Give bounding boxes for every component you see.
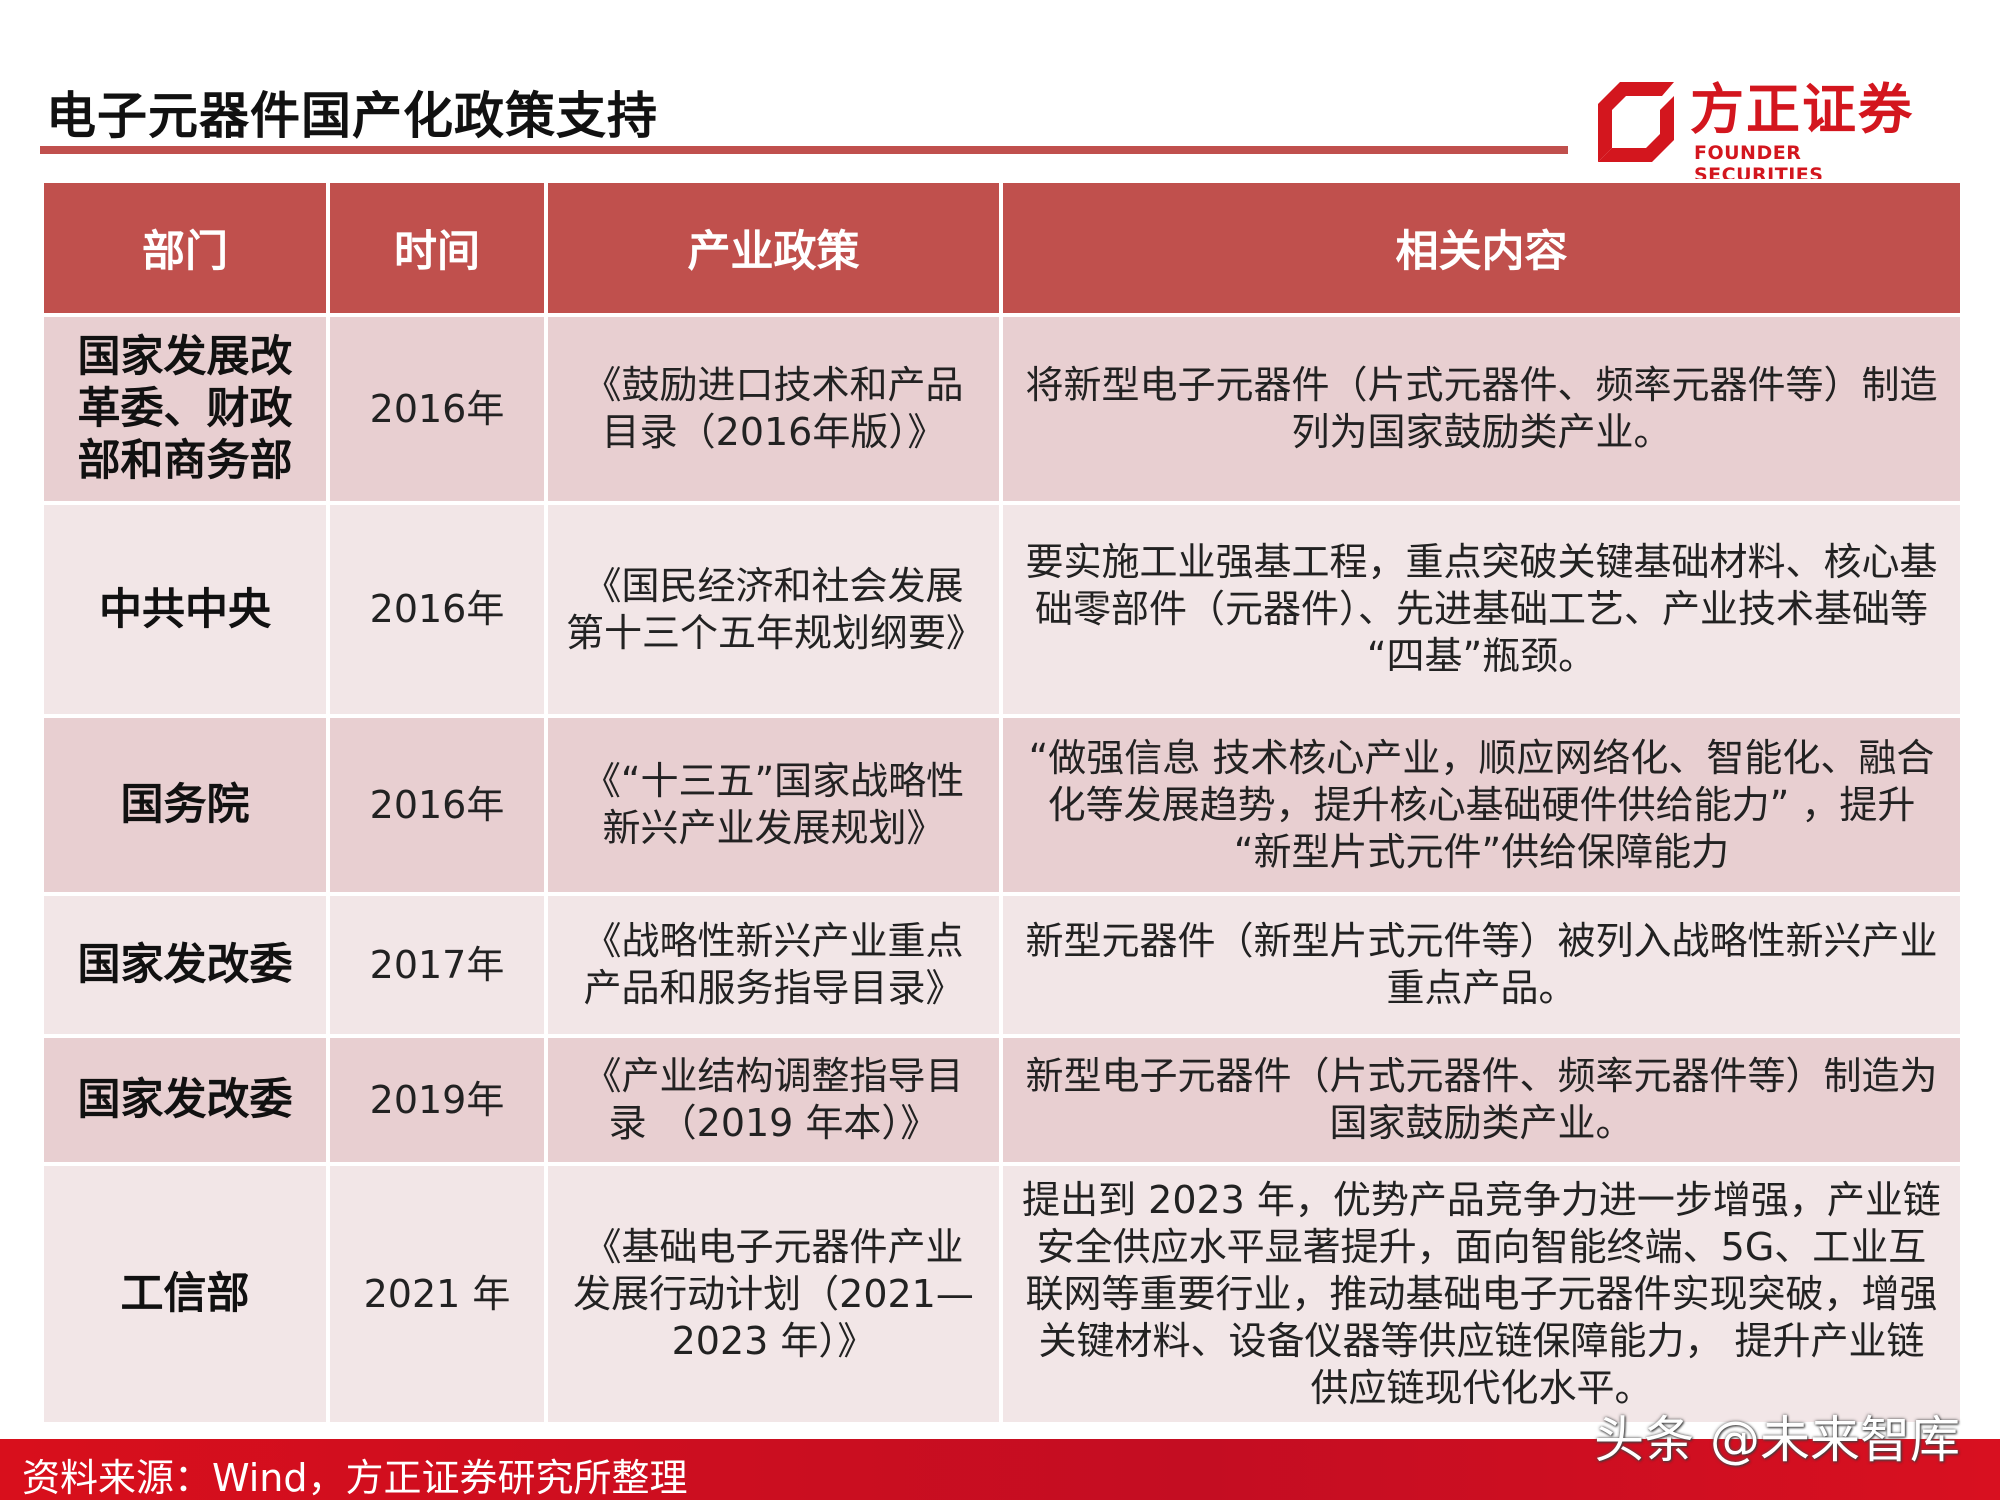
footer-bar: 资料来源：Wind，方正证券研究所整理 xyxy=(0,1439,2000,1500)
table-row: 国家发改委 2019年 《产业结构调整指导目录 （2019 年本）》 新型电子元… xyxy=(40,1034,1964,1166)
cell-policy: 《“十三五”国家战略性新兴产业发展规划》 xyxy=(544,714,1003,896)
page-title: 电子元器件国产化政策支持 xyxy=(46,87,658,145)
cell-policy: 《国民经济和社会发展第十三个五年规划纲要》 xyxy=(544,501,1003,718)
table-row: 国家发展改革委、财政部和商务部 2016年 《鼓励进口技术和产品目录（2016年… xyxy=(40,313,1964,505)
watermark: 头条 @未来智库 xyxy=(1594,1411,1960,1469)
cell-time: 2016年 xyxy=(326,313,548,505)
table-row: 工信部 2021 年 《基础电子元器件产业发展行动计划（2021—2023 年）… xyxy=(40,1162,1964,1426)
cell-dept: 国务院 xyxy=(40,714,330,896)
cell-dept: 国家发改委 xyxy=(40,892,330,1038)
table-row: 国家发改委 2017年 《战略性新兴产业重点产品和服务指导目录》 新型元器件（新… xyxy=(40,892,1964,1038)
cell-dept: 中共中央 xyxy=(40,501,330,718)
cell-policy: 《鼓励进口技术和产品目录（2016年版）》 xyxy=(544,313,1003,505)
header-policy: 产业政策 xyxy=(544,179,1003,317)
header-dept: 部门 xyxy=(40,179,330,317)
cell-time: 2017年 xyxy=(326,892,548,1038)
cell-content: 提出到 2023 年，优势产品竞争力进一步增强，产业链安全供应水平显著提升，面向… xyxy=(999,1162,1964,1426)
cell-content: 新型电子元器件（片式元器件、频率元器件等）制造为国家鼓励类产业。 xyxy=(999,1034,1964,1166)
header-content: 相关内容 xyxy=(999,179,1964,317)
cell-policy: 《战略性新兴产业重点产品和服务指导目录》 xyxy=(544,892,1003,1038)
header-time: 时间 xyxy=(326,179,548,317)
cell-policy: 《基础电子元器件产业发展行动计划（2021—2023 年）》 xyxy=(544,1162,1003,1426)
logo-mark-icon xyxy=(1598,82,1674,162)
source-note: 资料来源：Wind，方正证券研究所整理 xyxy=(22,1456,688,1500)
cell-dept: 国家发改委 xyxy=(40,1034,330,1166)
cell-time: 2016年 xyxy=(326,501,548,718)
cell-dept: 国家发展改革委、财政部和商务部 xyxy=(40,313,330,505)
cell-content: 将新型电子元器件（片式元器件、频率元器件等）制造列为国家鼓励类产业。 xyxy=(999,313,1964,505)
cell-content: “做强信息 技术核心产业，顺应网络化、智能化、融合化等发展趋势，提升核心基础硬件… xyxy=(999,714,1964,896)
founder-securities-logo: 方正证券 FOUNDER SECURITIES xyxy=(1598,78,1928,186)
cell-time: 2016年 xyxy=(326,714,548,896)
cell-content: 要实施工业强基工程，重点突破关键基础材料、核心基础零部件（元器件）、先进基础工艺… xyxy=(999,501,1964,718)
cell-dept: 工信部 xyxy=(40,1162,330,1426)
table-row: 国务院 2016年 《“十三五”国家战略性新兴产业发展规划》 “做强信息 技术核… xyxy=(40,714,1964,896)
table-row: 中共中央 2016年 《国民经济和社会发展第十三个五年规划纲要》 要实施工业强基… xyxy=(40,501,1964,718)
title-divider xyxy=(40,146,1568,154)
policy-table: 部门 时间 产业政策 相关内容 国家发展改革委、财政部和商务部 2016年 《鼓… xyxy=(40,179,1964,1426)
table-header-row: 部门 时间 产业政策 相关内容 xyxy=(40,179,1964,317)
logo-text-cn: 方正证券 xyxy=(1690,78,1914,141)
cell-policy: 《产业结构调整指导目录 （2019 年本）》 xyxy=(544,1034,1003,1166)
cell-time: 2019年 xyxy=(326,1034,548,1166)
cell-content: 新型元器件（新型片式元件等）被列入战略性新兴产业重点产品。 xyxy=(999,892,1964,1038)
cell-time: 2021 年 xyxy=(326,1162,548,1426)
